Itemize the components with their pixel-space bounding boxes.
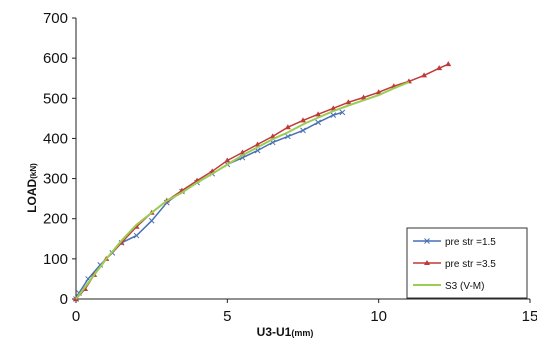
data-point [315,119,321,126]
legend-item: pre str =3.5 [413,259,496,270]
y-axis-label: LOAD(kN) [25,163,39,213]
data-point [330,112,337,118]
data-point [254,141,261,147]
y-tick-label: 700 [43,10,68,27]
series-line [75,63,449,300]
data-point [375,89,382,95]
data-point [339,109,346,116]
x-tick-label: 0 [72,308,80,325]
data-point [285,133,291,140]
x-tick-label: 10 [370,308,387,325]
legend-label: pre str =3.5 [445,259,496,270]
y-tick-label: 200 [43,211,68,228]
data-point [330,105,337,111]
y-tick-label: 600 [43,50,68,67]
data-point [239,149,246,155]
y-tick-label: 300 [43,171,68,188]
series-line [75,81,410,300]
series-2 [73,61,452,301]
series-1 [73,109,346,302]
x-axis-label: U3-U1(mm) [257,325,314,339]
data-point [345,99,352,105]
data-point [360,94,367,100]
legend-marker [424,260,430,265]
data-point [436,65,443,71]
series-layer [73,61,452,302]
legend-item: S3 (V-M) [413,281,484,292]
data-point [284,124,291,130]
y-axis-ticks: 0 100 200 300 400 500 600 700 [43,10,76,308]
data-point [269,133,276,139]
y-tick-label: 400 [43,130,68,147]
legend: pre str =1.5 pre str =3.5 S3 (V-M) [406,227,528,299]
data-point [445,61,452,67]
y-tick-label: 500 [43,90,68,107]
legend-label: S3 (V-M) [445,281,484,292]
data-point [300,117,306,123]
series-3 [75,81,410,300]
legend-marker [424,238,430,244]
y-tick-label: 0 [60,291,68,308]
data-point [224,157,231,163]
legend-item: pre str =1.5 [413,237,496,248]
y-tick-label: 100 [43,251,68,268]
legend-label: pre str =1.5 [445,237,496,248]
data-point [421,72,428,78]
x-axis-ticks: 0 5 10 15 [72,299,537,325]
x-tick-label: 15 [522,308,537,325]
x-tick-label: 5 [223,308,231,325]
data-point [133,232,140,239]
series-line [75,111,343,300]
data-point [148,217,155,224]
data-point [315,111,322,117]
data-point [300,127,306,134]
